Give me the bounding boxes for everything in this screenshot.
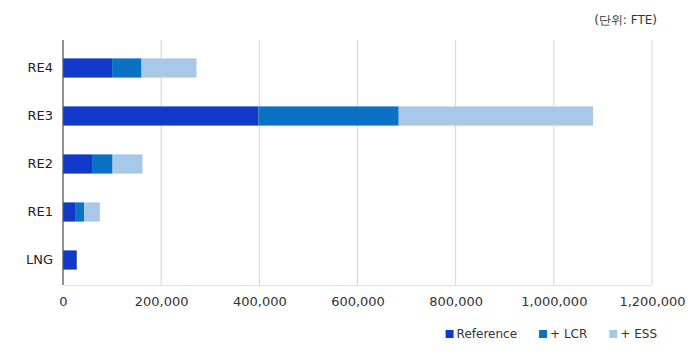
x-tick: 200,000 xyxy=(135,285,189,309)
grid-line xyxy=(357,40,358,285)
grid-line xyxy=(63,40,64,285)
bar xyxy=(63,202,76,221)
bar xyxy=(76,250,77,269)
x-axis-line xyxy=(64,285,653,286)
bar xyxy=(63,58,112,77)
legend-swatch xyxy=(446,330,454,338)
x-tick-label: 1,200,000 xyxy=(619,294,685,309)
series xyxy=(63,58,258,269)
y-tick-label: RE3 xyxy=(27,108,53,123)
y-tick: RE4 xyxy=(27,60,63,75)
bar xyxy=(112,58,141,77)
bar xyxy=(76,250,77,269)
x-axis: 0 200,000 400,000 600,000 800,000 1,000,000 1,… xyxy=(59,285,685,309)
legend-label: + ESS xyxy=(620,327,657,341)
legend-swatch xyxy=(609,330,617,338)
x-tick-label: 800,000 xyxy=(429,294,483,309)
y-tick-label: RE4 xyxy=(27,60,53,75)
grid-line xyxy=(652,40,653,285)
bar xyxy=(63,250,77,269)
y-tick-label: RE2 xyxy=(27,156,53,171)
unit-label: (단위: FTE) xyxy=(594,13,657,27)
x-tick: 1,200,000 xyxy=(619,285,685,309)
bars xyxy=(63,58,593,269)
bar xyxy=(113,154,143,173)
legend-label: + LCR xyxy=(550,327,587,341)
x-tick: 0 xyxy=(59,285,67,309)
y-tick-label: RE1 xyxy=(27,204,53,219)
bar xyxy=(258,106,398,125)
x-tick-label: 0 xyxy=(59,294,67,309)
bar xyxy=(399,106,593,125)
y-tick-label: LNG xyxy=(26,252,53,267)
grid xyxy=(63,40,652,285)
grid-line xyxy=(455,40,456,285)
series xyxy=(76,58,399,221)
bar xyxy=(76,202,84,221)
x-tick: 600,000 xyxy=(331,285,385,309)
y-tick: RE1 xyxy=(27,204,63,219)
x-tick: 1,000,000 xyxy=(521,285,587,309)
series xyxy=(84,58,593,221)
legend-label: Reference xyxy=(457,327,517,341)
bar xyxy=(84,202,100,221)
grid-line xyxy=(553,40,554,285)
bar xyxy=(142,58,197,77)
y-tick: RE2 xyxy=(27,156,63,171)
x-tick: 400,000 xyxy=(233,285,287,309)
y-tick: RE3 xyxy=(27,108,63,123)
y-axis-line xyxy=(62,40,63,285)
bar xyxy=(63,106,258,125)
x-tick: 800,000 xyxy=(429,285,483,309)
x-tick-label: 1,000,000 xyxy=(521,294,587,309)
y-tick: LNG xyxy=(26,252,63,267)
legend: + ESS + LCR Reference xyxy=(446,327,657,341)
x-tick-label: 200,000 xyxy=(135,294,189,309)
bar xyxy=(63,154,92,173)
grid-line xyxy=(259,40,260,285)
legend-swatch xyxy=(539,330,547,338)
x-tick-label: 600,000 xyxy=(331,294,385,309)
x-tick-label: 400,000 xyxy=(233,294,287,309)
bar xyxy=(92,154,113,173)
chart: 0 200,000 400,000 600,000 800,000 1,000,000 1,… xyxy=(0,0,697,356)
y-axis: RE4 RE3 RE2 RE1 LNG xyxy=(26,40,63,285)
